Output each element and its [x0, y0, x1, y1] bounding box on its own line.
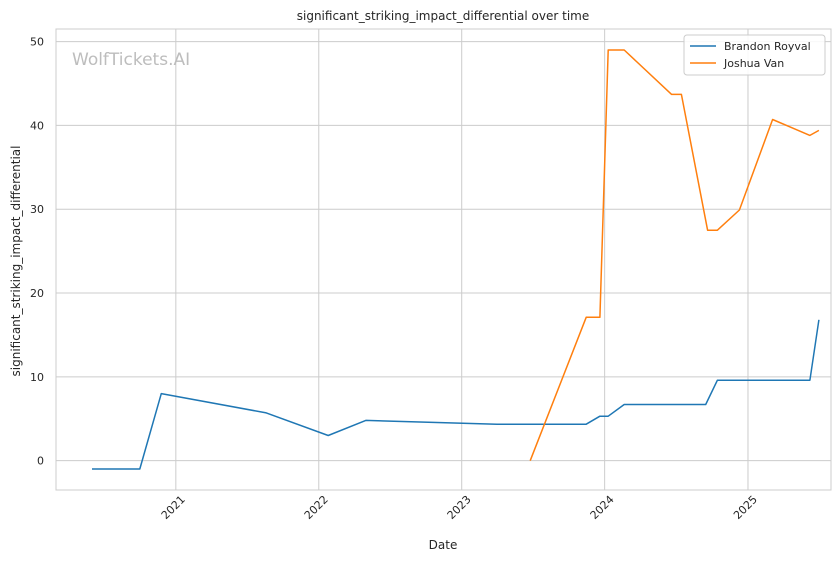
series-lines	[92, 49, 820, 470]
y-tick-label: 10	[30, 371, 44, 384]
series-line-joshua-van	[529, 49, 820, 461]
tick-labels: 0 10 20 30 40 50 2021 2022 2023 2024 2025	[30, 36, 760, 522]
chart-title: significant_striking_impact_differential…	[297, 9, 589, 23]
x-tick-label: 2024	[588, 493, 617, 522]
legend: Brandon Royval Joshua Van	[683, 34, 826, 76]
x-axis-label: Date	[429, 538, 458, 552]
y-tick-label: 0	[37, 455, 44, 468]
grid	[56, 29, 831, 490]
legend-label: Brandon Royval	[724, 40, 811, 53]
y-tick-label: 40	[30, 119, 44, 132]
x-tick-label: 2025	[731, 493, 760, 522]
plot-frame	[55, 28, 832, 491]
watermark: WolfTickets.AI	[72, 50, 190, 70]
series-line-brandon-royval	[92, 319, 820, 470]
legend-label: Joshua Van	[723, 57, 784, 70]
y-tick-label: 30	[30, 203, 44, 216]
x-tick-label: 2022	[302, 493, 331, 522]
y-tick-label: 50	[30, 36, 44, 49]
x-tick-label: 2023	[445, 493, 474, 522]
y-tick-label: 20	[30, 287, 44, 300]
x-tick-label: 2021	[159, 493, 188, 522]
legend-box	[683, 34, 826, 76]
y-axis-label: significant_striking_impact_differential	[9, 146, 23, 377]
